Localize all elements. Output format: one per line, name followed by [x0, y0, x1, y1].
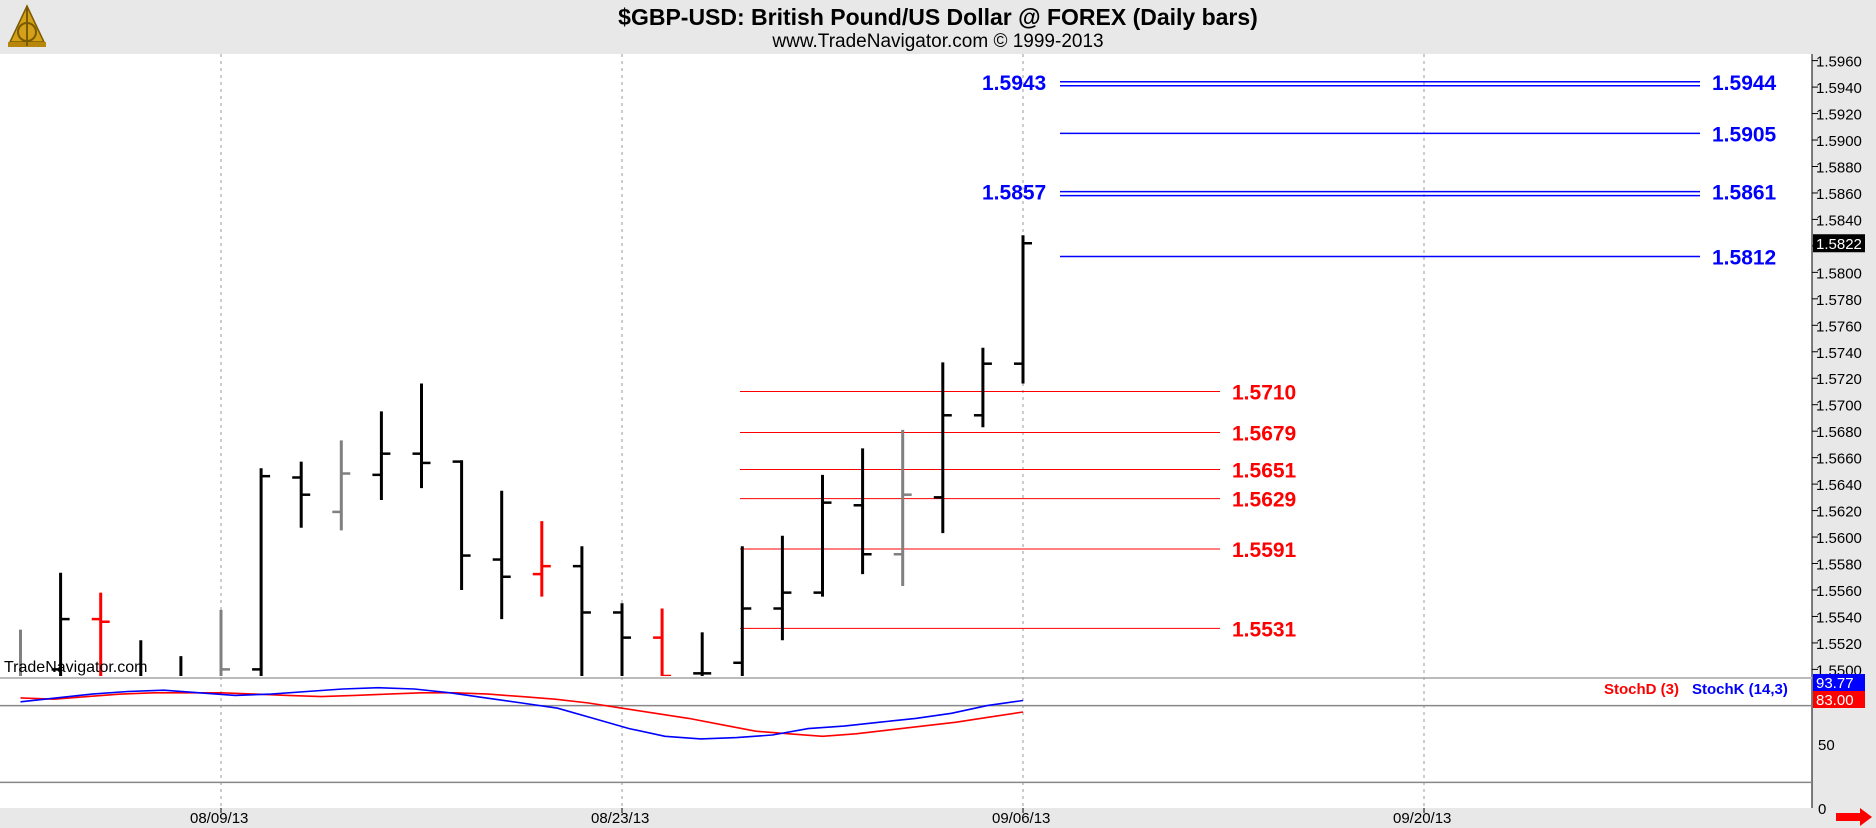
legend-stochd: StochD (3) [1604, 681, 1679, 698]
scroll-right-arrow-icon [1836, 808, 1872, 826]
y-tick-label: 1.5780 [1816, 292, 1862, 309]
chart-title: $GBP-USD: British Pound/US Dollar @ FORE… [618, 4, 1258, 30]
resistance-label: 1.5905 [1712, 123, 1777, 146]
stochd-last-box [1813, 691, 1865, 708]
resistance-label: 1.5861 [1712, 182, 1777, 205]
stoch-pane [20, 686, 1024, 740]
y-tick-label: 1.5660 [1816, 451, 1862, 468]
y-tick-label: 1.5920 [1816, 107, 1862, 124]
sextant-logo-icon [8, 4, 46, 47]
support-label: 1.5679 [1232, 422, 1296, 445]
y-tick-label: 1.5560 [1816, 583, 1862, 600]
y-tick-label: 1.5600 [1816, 530, 1862, 547]
y-tick-label: 1.5880 [1816, 159, 1862, 176]
x-tick-label: 08/23/13 [591, 810, 649, 827]
stoch-y-tick-label: 0 [1818, 801, 1826, 818]
legend-stochk: StochK (14,3) [1692, 681, 1788, 698]
support-label: 1.5651 [1232, 460, 1297, 483]
resistance-label: 1.5944 [1712, 72, 1777, 95]
stoch-y-tick-label: 50 [1818, 737, 1835, 754]
last-price-label: 1.5822 [1816, 236, 1862, 253]
stoch-series-line [20, 686, 1024, 740]
resistance-label: 1.5812 [1712, 246, 1776, 269]
y-tick-label: 1.5520 [1816, 636, 1862, 653]
stoch-series-line [20, 691, 1024, 738]
x-tick-label: 08/09/13 [190, 810, 248, 827]
plot-background [0, 54, 1812, 808]
stochk-last-label: 93.77 [1816, 675, 1854, 692]
stochk-last-box [1813, 674, 1865, 691]
y-tick-label: 1.5700 [1816, 398, 1862, 415]
y-tick-label: 1.5640 [1816, 477, 1862, 494]
y-tick-label: 1.5860 [1816, 186, 1862, 203]
chart-header: $GBP-USD: British Pound/US Dollar @ FORE… [0, 0, 1876, 54]
y-tick-label: 1.5940 [1816, 80, 1862, 97]
y-tick-label: 1.5840 [1816, 212, 1862, 229]
resistance-label-left: 1.5857 [982, 182, 1046, 205]
price-pane [19, 81, 1700, 676]
y-tick-label: 1.5580 [1816, 557, 1862, 574]
y-tick-label: 1.5680 [1816, 424, 1862, 441]
y-tick-label: 1.5540 [1816, 609, 1862, 626]
support-label: 1.5591 [1232, 539, 1297, 562]
y-tick-label: 1.5900 [1816, 133, 1862, 150]
chart-subtitle: www.TradeNavigator.com © 1999-2013 [772, 31, 1104, 52]
y-tick-label: 1.5760 [1816, 318, 1862, 335]
y-tick-label: 1.5960 [1816, 54, 1862, 71]
y-tick-label: 1.5740 [1816, 345, 1862, 362]
resistance-label-left: 1.5943 [982, 72, 1046, 95]
x-tick-label: 09/06/13 [992, 810, 1050, 827]
y-tick-label: 1.5720 [1816, 371, 1862, 388]
x-tick-label: 09/20/13 [1393, 810, 1451, 827]
support-label: 1.5531 [1232, 618, 1297, 641]
y-tick-label: 1.5800 [1816, 265, 1862, 282]
last-price-box [1813, 234, 1865, 253]
support-label: 1.5710 [1232, 381, 1296, 404]
support-label: 1.5629 [1232, 489, 1296, 512]
y-tick-label: 1.5620 [1816, 504, 1862, 521]
stochd-last-label: 83.00 [1816, 692, 1854, 709]
watermark-text: TradeNavigator.com [4, 659, 148, 676]
